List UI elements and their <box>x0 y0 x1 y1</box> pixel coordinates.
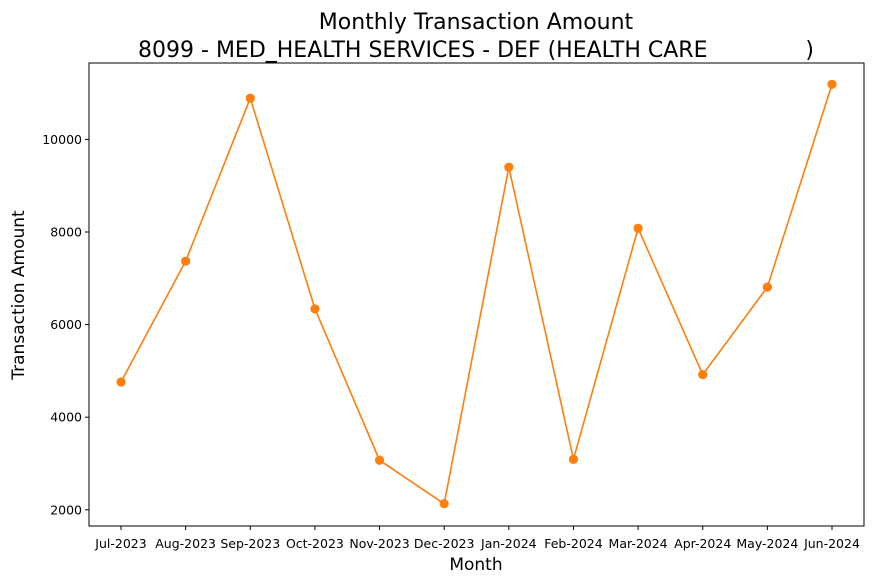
data-point <box>181 256 191 266</box>
data-point <box>310 304 320 314</box>
x-tick-label: Feb-2024 <box>544 536 603 551</box>
y-tick-label: 2000 <box>50 502 82 517</box>
y-tick-label: 6000 <box>50 317 82 332</box>
data-point <box>827 79 837 89</box>
x-axis: Jul-2023 Aug-2023 Sep-2023 Oct-2023 Nov-2023… <box>94 526 860 551</box>
x-tick-label: Jan-2024 <box>480 536 537 551</box>
x-tick-label: Jul-2023 <box>94 536 146 551</box>
y-tick-label: 4000 <box>50 410 82 425</box>
x-tick-label: Dec-2023 <box>414 536 475 551</box>
y-tick-label: 10000 <box>42 132 82 147</box>
chart-subtitle: 8099 - MED_HEALTH SERVICES - DEF (HEALTH… <box>138 38 814 63</box>
data-point <box>698 369 708 380</box>
data-point <box>568 454 579 464</box>
data-point <box>116 377 126 387</box>
data-point <box>762 282 772 292</box>
x-tick-label: Jun-2024 <box>803 536 860 551</box>
series-layer <box>116 79 837 509</box>
data-point <box>633 223 643 233</box>
x-tick-label: Oct-2023 <box>286 536 344 551</box>
y-axis-label: Transaction Amount <box>9 210 29 381</box>
data-point <box>439 499 449 509</box>
data-point <box>245 93 255 103</box>
plot-area-frame <box>88 62 865 527</box>
x-tick-label: May-2024 <box>736 536 798 551</box>
x-tick-label: Sep-2023 <box>220 536 280 551</box>
chart-title: Monthly Transaction Amount <box>319 10 634 35</box>
data-point <box>374 455 385 465</box>
data-point <box>504 162 514 172</box>
x-tick-label: Aug-2023 <box>155 536 216 551</box>
y-tick-label: 8000 <box>50 224 82 239</box>
series-line <box>120 84 833 505</box>
x-tick-label: Mar-2024 <box>609 536 668 551</box>
x-axis-label: Month <box>449 555 502 575</box>
x-tick-label: Nov-2023 <box>349 536 409 551</box>
y-axis: 2000 4000 6000 8000 10000 <box>42 132 89 517</box>
x-tick-label: Apr-2024 <box>674 536 731 551</box>
